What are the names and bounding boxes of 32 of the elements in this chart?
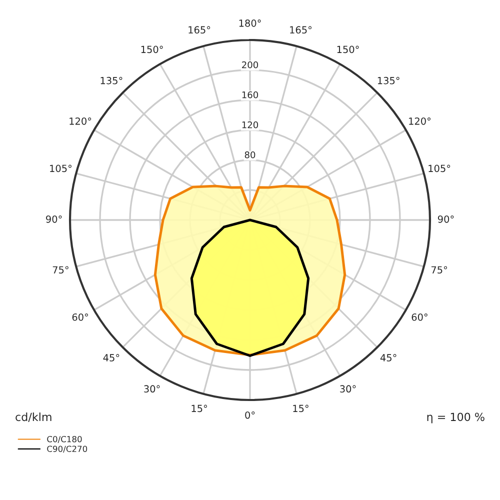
legend-label: C90/C270 <box>47 446 88 453</box>
spoke-label: 165° <box>290 26 312 34</box>
spoke-label: 15° <box>293 404 308 412</box>
y-tick-label: 80 <box>244 151 256 158</box>
spoke-label: 135° <box>100 76 122 84</box>
y-tick-label: 200 <box>242 61 258 68</box>
spoke-label: 165° <box>188 26 210 34</box>
spoke-label: 60° <box>412 313 428 321</box>
spoke-label: 105° <box>50 164 72 172</box>
text: cd/klm <box>16 412 52 422</box>
spoke-label: 0° <box>245 411 255 419</box>
spoke-label: 120° <box>70 117 92 125</box>
spoke-label: 45° <box>380 354 396 362</box>
spoke-label: 15° <box>192 404 207 412</box>
spoke-label: 180° <box>239 19 261 27</box>
spoke-label: 30° <box>340 385 356 393</box>
spoke-label: 90° <box>438 215 454 223</box>
spoke-label: 90° <box>46 215 62 223</box>
legend-label: C0/C180 <box>47 436 82 443</box>
y-tick-label: 160 <box>242 91 258 98</box>
spoke-label: 60° <box>72 313 88 321</box>
spoke-label: 120° <box>409 117 430 125</box>
y-tick-label: 120 <box>242 121 258 128</box>
text: η = 100 % <box>427 412 484 424</box>
spoke-label: 30° <box>144 385 160 393</box>
spoke-label: 75° <box>431 266 447 274</box>
spoke-label: 150° <box>141 46 163 54</box>
spoke-label: 75° <box>52 266 68 274</box>
spoke-label: 135° <box>378 76 400 84</box>
spoke-label: 105° <box>428 164 450 172</box>
spoke-label: 150° <box>337 46 359 54</box>
spoke-label: 45° <box>103 354 120 362</box>
